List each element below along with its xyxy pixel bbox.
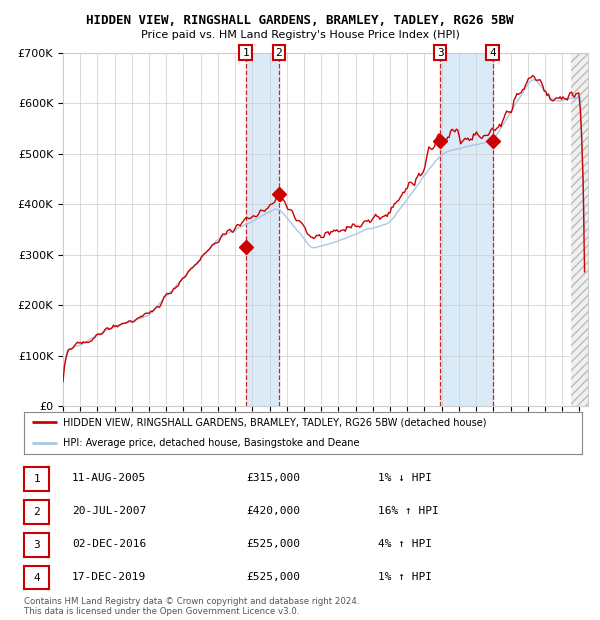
Text: 4: 4 bbox=[489, 48, 496, 58]
Text: £420,000: £420,000 bbox=[246, 506, 300, 516]
Text: 11-AUG-2005: 11-AUG-2005 bbox=[72, 473, 146, 484]
Text: 3: 3 bbox=[437, 48, 443, 58]
Text: 1% ↑ HPI: 1% ↑ HPI bbox=[378, 572, 432, 582]
Text: 4: 4 bbox=[33, 572, 40, 583]
Text: 02-DEC-2016: 02-DEC-2016 bbox=[72, 539, 146, 549]
Bar bbox=[571, 53, 588, 406]
Text: HPI: Average price, detached house, Basingstoke and Deane: HPI: Average price, detached house, Basi… bbox=[63, 438, 359, 448]
Text: HIDDEN VIEW, RINGSHALL GARDENS, BRAMLEY, TADLEY, RG26 5BW: HIDDEN VIEW, RINGSHALL GARDENS, BRAMLEY,… bbox=[86, 14, 514, 27]
Text: 1: 1 bbox=[242, 48, 249, 58]
Text: Contains HM Land Registry data © Crown copyright and database right 2024.: Contains HM Land Registry data © Crown c… bbox=[24, 597, 359, 606]
Bar bbox=[440, 53, 493, 406]
Text: Price paid vs. HM Land Registry's House Price Index (HPI): Price paid vs. HM Land Registry's House … bbox=[140, 30, 460, 40]
Text: 1: 1 bbox=[33, 474, 40, 484]
Text: HIDDEN VIEW, RINGSHALL GARDENS, BRAMLEY, TADLEY, RG26 5BW (detached house): HIDDEN VIEW, RINGSHALL GARDENS, BRAMLEY,… bbox=[63, 417, 487, 427]
Bar bbox=[245, 53, 279, 406]
Text: 1% ↓ HPI: 1% ↓ HPI bbox=[378, 473, 432, 484]
Text: 2: 2 bbox=[275, 48, 282, 58]
Text: 3: 3 bbox=[33, 539, 40, 550]
Text: 2: 2 bbox=[33, 507, 40, 517]
Text: £315,000: £315,000 bbox=[246, 473, 300, 484]
Text: £525,000: £525,000 bbox=[246, 539, 300, 549]
Text: 17-DEC-2019: 17-DEC-2019 bbox=[72, 572, 146, 582]
Text: £525,000: £525,000 bbox=[246, 572, 300, 582]
Text: 16% ↑ HPI: 16% ↑ HPI bbox=[378, 506, 439, 516]
Text: 20-JUL-2007: 20-JUL-2007 bbox=[72, 506, 146, 516]
Text: 4% ↑ HPI: 4% ↑ HPI bbox=[378, 539, 432, 549]
Text: This data is licensed under the Open Government Licence v3.0.: This data is licensed under the Open Gov… bbox=[24, 607, 299, 616]
